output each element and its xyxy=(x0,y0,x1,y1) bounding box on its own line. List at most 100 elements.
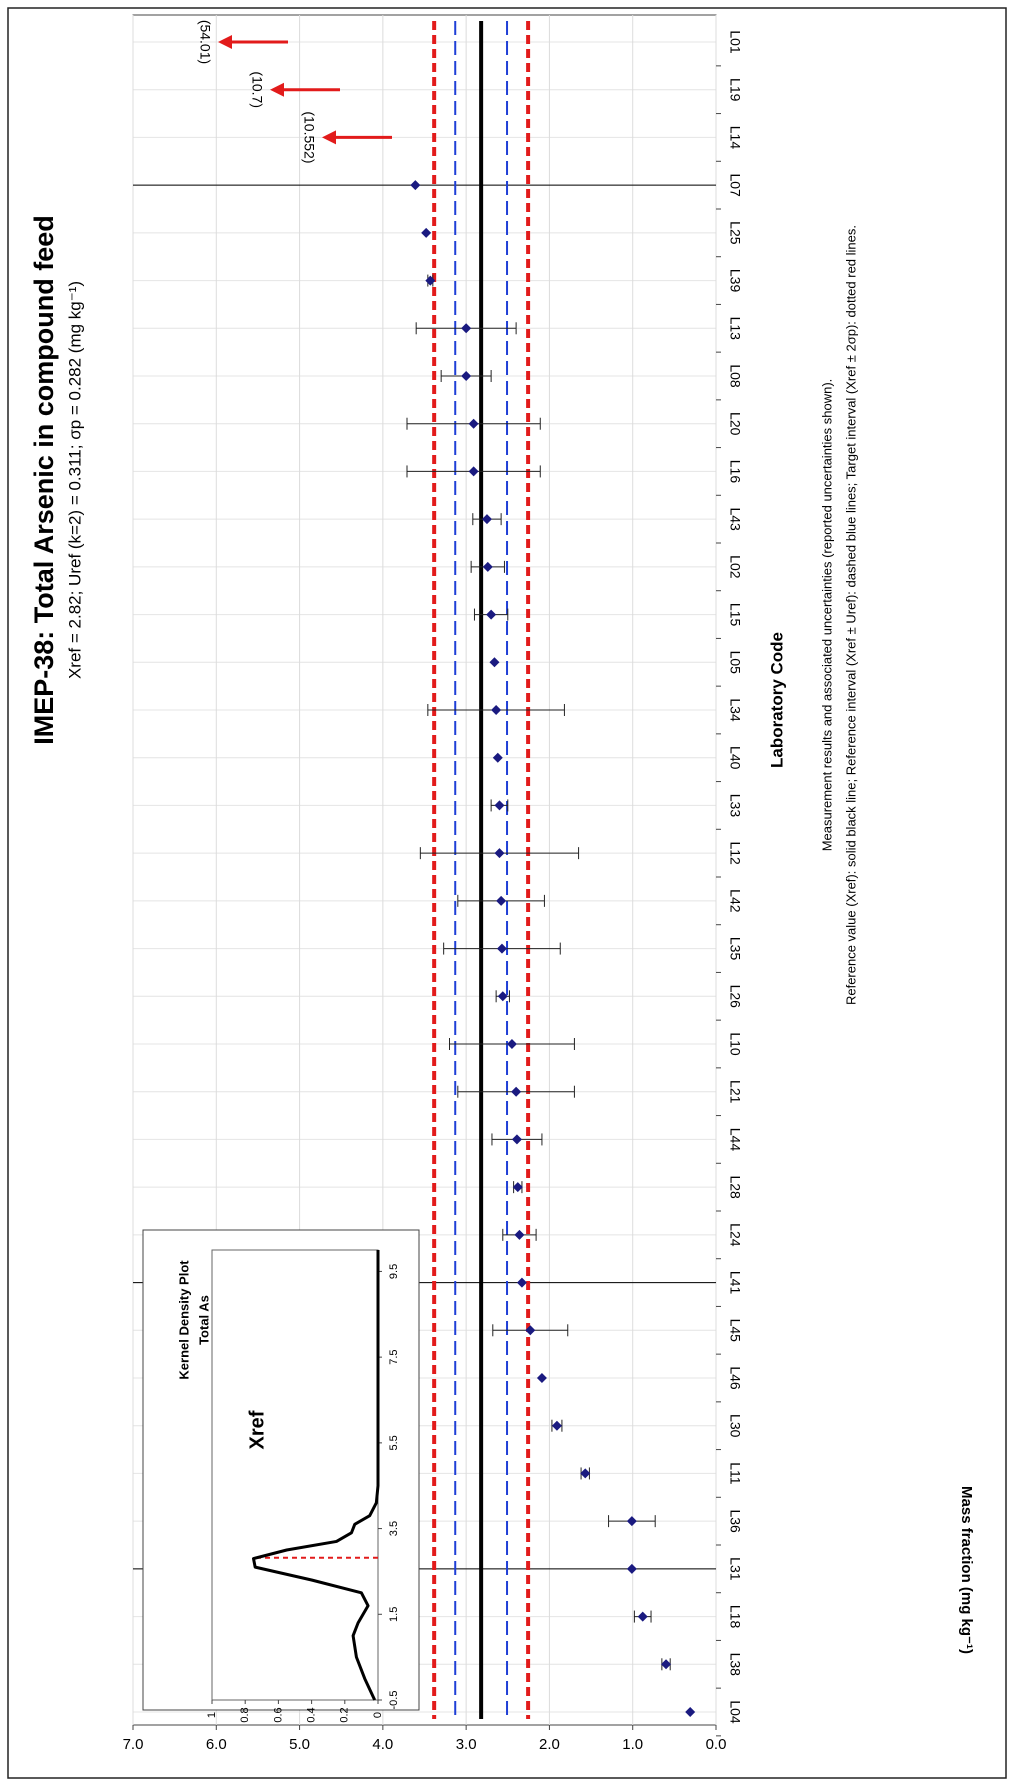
inset-y-tick-label: 0 xyxy=(372,1712,384,1718)
data-point xyxy=(506,1039,517,1049)
y-tick-label: 3.0 xyxy=(456,1736,477,1753)
overflow-arrow xyxy=(322,130,392,145)
data-point xyxy=(511,1086,522,1097)
x-tick-label: L05 xyxy=(727,651,743,675)
x-tick-label: L43 xyxy=(727,507,743,531)
inset-y-tick-label: 1 xyxy=(206,1712,218,1718)
data-point xyxy=(494,800,505,811)
data-point xyxy=(512,1182,523,1193)
inset-title: Total As xyxy=(196,1295,211,1345)
data-point xyxy=(626,1563,637,1574)
y-tick-label: 1.0 xyxy=(622,1736,643,1753)
data-point xyxy=(489,657,500,668)
x-tick-label: L28 xyxy=(727,1175,743,1199)
data-point xyxy=(482,561,493,572)
x-tick-label: L46 xyxy=(727,1366,743,1390)
y-tick-label: 0.0 xyxy=(706,1736,727,1753)
x-tick-label: L02 xyxy=(727,555,743,579)
arrow-head xyxy=(322,130,336,145)
data-point xyxy=(481,514,492,525)
data-point xyxy=(536,1373,547,1383)
data-point xyxy=(511,1134,522,1145)
inset-y-tick-label: 0.8 xyxy=(239,1707,251,1722)
data-point xyxy=(685,1707,696,1717)
x-tick-label: L12 xyxy=(727,841,743,865)
density-curve xyxy=(252,1250,380,1701)
data-point xyxy=(626,1516,637,1527)
y-tick-label: 4.0 xyxy=(372,1736,393,1753)
x-tick-label: L21 xyxy=(727,1080,743,1104)
inset-x-tick-label: -0.5 xyxy=(388,1691,400,1710)
x-tick-label: L26 xyxy=(727,985,743,1009)
note: Measurement results and associated uncer… xyxy=(819,379,834,852)
value-label: (54.01) xyxy=(197,20,213,64)
arrow-head xyxy=(270,82,284,97)
data-point xyxy=(492,752,503,763)
x-tick-label: L44 xyxy=(727,1128,743,1152)
x-tick-label: L39 xyxy=(727,269,743,293)
x-tick-label: L18 xyxy=(727,1605,743,1629)
x-tick-label: L41 xyxy=(727,1271,743,1295)
data-point xyxy=(461,371,472,381)
y-tick-label: 7.0 xyxy=(123,1736,144,1753)
x-tick-label: L31 xyxy=(727,1557,743,1581)
x-tick-label: L11 xyxy=(727,1462,743,1485)
data-point xyxy=(410,180,421,191)
x-tick-label: L15 xyxy=(727,603,743,627)
x-tick-label: L38 xyxy=(727,1653,743,1677)
x-tick-label: L14 xyxy=(727,126,743,150)
data-point xyxy=(516,1277,527,1288)
inset-y-tick-label: 0.6 xyxy=(272,1707,284,1722)
inset-x-tick-label: 5.5 xyxy=(388,1435,400,1450)
x-tick-label: L40 xyxy=(727,746,743,770)
data-point xyxy=(468,418,479,429)
data-point xyxy=(637,1611,648,1622)
x-tick-label: L19 xyxy=(727,78,743,102)
x-axis-title: Laboratory Code xyxy=(767,632,786,768)
data-point xyxy=(496,943,507,954)
x-tick-label: L10 xyxy=(727,1032,743,1056)
overflow-arrow xyxy=(270,82,340,97)
x-tick-label: L34 xyxy=(727,698,743,722)
inset-x-tick-label: 9.5 xyxy=(388,1264,400,1279)
x-tick-label: L16 xyxy=(727,460,743,484)
data-point xyxy=(551,1420,562,1431)
x-tick-label: L08 xyxy=(727,364,743,388)
x-tick-label: L04 xyxy=(727,1700,743,1724)
y-tick-label: 6.0 xyxy=(206,1736,227,1753)
inset-annotation: Xref xyxy=(246,1410,268,1449)
x-tick-label: L45 xyxy=(727,1319,743,1343)
inset-y-tick-label: 0.4 xyxy=(306,1707,318,1722)
x-tick-label: L42 xyxy=(727,889,743,913)
x-tick-label: L01 xyxy=(727,30,743,54)
inset-title: Kernel Density Plot xyxy=(176,1260,191,1380)
data-point xyxy=(468,466,479,477)
chart-subtitle: Xref = 2.82; Uref (k=2) = 0.311; σp = 0.… xyxy=(65,281,84,679)
y-tick-label: 2.0 xyxy=(539,1736,560,1753)
outer-border xyxy=(7,7,1007,1779)
x-tick-label: L35 xyxy=(727,937,743,961)
data-point xyxy=(497,991,508,1002)
data-point xyxy=(514,1229,525,1240)
x-tick-label: L30 xyxy=(727,1414,743,1438)
x-tick-label: L36 xyxy=(727,1509,743,1533)
x-tick-label: L33 xyxy=(727,794,743,818)
data-point xyxy=(661,1659,672,1670)
value-label: (10.552) xyxy=(301,111,317,163)
data-point xyxy=(491,705,502,715)
x-tick-label: L07 xyxy=(727,173,743,197)
inset-x-tick-label: 1.5 xyxy=(388,1607,400,1622)
y-axis-title: Mass fraction (mg kg⁻¹) xyxy=(958,1486,975,1654)
x-tick-label: L20 xyxy=(727,412,743,436)
overflow-arrow xyxy=(218,35,288,49)
x-tick-label: L25 xyxy=(727,221,743,245)
data-point xyxy=(421,227,432,238)
data-point xyxy=(580,1468,591,1479)
inset-x-tick-label: 3.5 xyxy=(388,1521,400,1536)
chart-title: IMEP-38: Total Arsenic in compound feed xyxy=(29,215,59,745)
x-tick-label: L13 xyxy=(727,317,743,341)
x-tick-label: L24 xyxy=(727,1223,743,1247)
inset-y-tick-label: 0.2 xyxy=(339,1707,351,1722)
data-point xyxy=(425,275,436,286)
